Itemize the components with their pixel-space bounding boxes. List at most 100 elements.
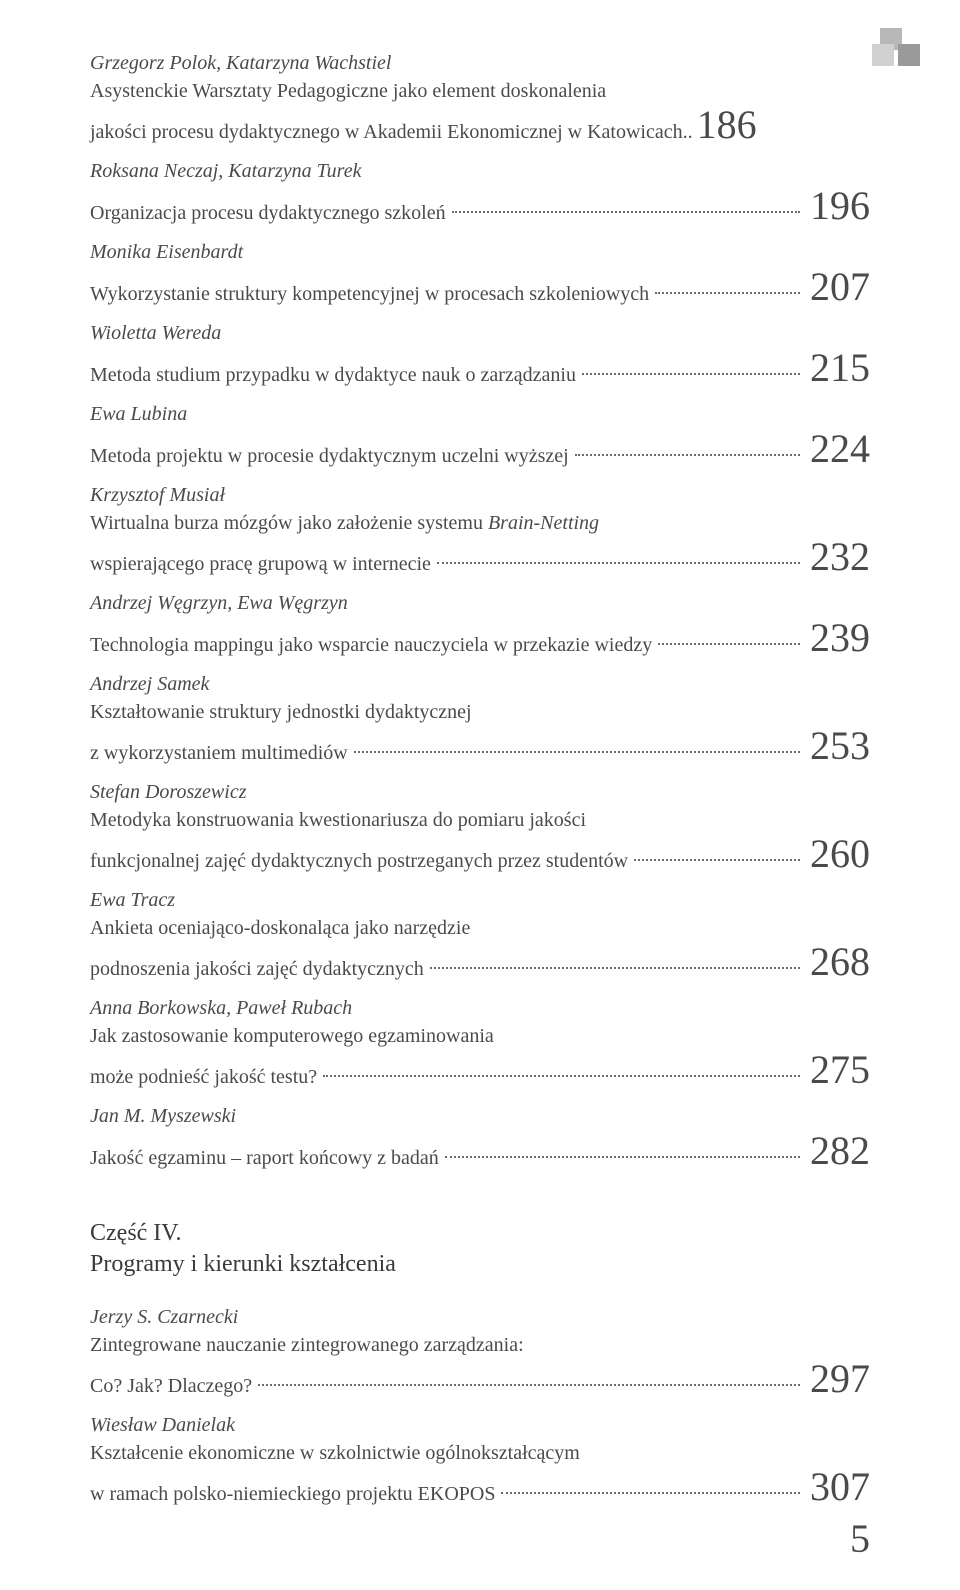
toc-page-number: 224 (806, 429, 870, 469)
toc-title-row: Jakość egzaminu – raport końcowy z badań… (90, 1131, 870, 1172)
toc-leaders (575, 454, 800, 456)
toc-page-number: 282 (806, 1131, 870, 1171)
toc-page-number: 186 (693, 105, 757, 145)
toc-title-row: w ramach polsko-niemieckiego projektu EK… (90, 1467, 870, 1508)
toc-leaders (452, 211, 800, 213)
toc-title-line: Ankieta oceniająco-doskonaląca jako narz… (90, 915, 870, 942)
toc-leaders (634, 859, 800, 861)
toc-page-number: 297 (806, 1359, 870, 1399)
toc-page-number: 268 (806, 942, 870, 982)
toc-entry: Stefan DoroszewiczMetodyka konstruowania… (90, 779, 870, 875)
toc-leaders (501, 1492, 800, 1494)
toc-author: Jan M. Myszewski (90, 1103, 870, 1129)
toc-author: Ewa Tracz (90, 887, 870, 913)
toc-author: Grzegorz Polok, Katarzyna Wachstiel (90, 50, 870, 76)
toc-title-line: Wirtualna burza mózgów jako założenie sy… (90, 510, 870, 537)
toc-title: w ramach polsko-niemieckiego projektu EK… (90, 1481, 495, 1508)
toc-title-row: Metoda studium przypadku w dydaktyce nau… (90, 348, 870, 389)
toc-leaders (437, 562, 800, 564)
toc-title-line: Kształcenie ekonomiczne w szkolnictwie o… (90, 1440, 870, 1467)
section-part: Część IV. (90, 1220, 870, 1247)
toc-title-line: Kształtowanie struktury jednostki dydakt… (90, 699, 870, 726)
toc-title-line: Zintegrowane nauczanie zintegrowanego za… (90, 1332, 870, 1359)
toc-leaders (354, 751, 800, 753)
toc-page-number: 275 (806, 1050, 870, 1090)
toc-author: Andrzej Węgrzyn, Ewa Węgrzyn (90, 590, 870, 616)
toc-leaders (655, 292, 800, 294)
toc-entry: Grzegorz Polok, Katarzyna WachstielAsyst… (90, 50, 870, 146)
toc-page-number: 239 (806, 618, 870, 658)
toc-trail: .. (683, 119, 693, 146)
toc-leaders (430, 967, 800, 969)
toc-entry: Andrzej SamekKształtowanie struktury jed… (90, 671, 870, 767)
toc-title: Wykorzystanie struktury kompetencyjnej w… (90, 281, 649, 308)
toc-title: Organizacja procesu dydaktycznego szkole… (90, 200, 446, 227)
toc-title: Co? Jak? Dlaczego? (90, 1373, 252, 1400)
toc-author: Wiesław Danielak (90, 1412, 870, 1438)
toc-title-row: Organizacja procesu dydaktycznego szkole… (90, 186, 870, 227)
toc-title: funkcjonalnej zajęć dydaktycznych postrz… (90, 848, 628, 875)
toc-page-number: 215 (806, 348, 870, 388)
toc-author: Ewa Lubina (90, 401, 870, 427)
toc-entry: Andrzej Węgrzyn, Ewa Węgrzyn Technologia … (90, 590, 870, 659)
toc-leaders (323, 1075, 800, 1077)
section-heading: Część IV. Programy i kierunki kształceni… (90, 1220, 870, 1278)
toc-entry: Krzysztof MusiałWirtualna burza mózgów j… (90, 482, 870, 578)
decoration-square (872, 44, 894, 66)
toc-entry: Ewa Lubina Metoda projektu w procesie dyd… (90, 401, 870, 470)
toc-title-line: Metodyka konstruowania kwestionariusza d… (90, 807, 870, 834)
toc-entry: Anna Borkowska, Paweł RubachJak zastosow… (90, 995, 870, 1091)
toc-title-row: Metoda projektu w procesie dydaktycznym … (90, 429, 870, 470)
toc-title-row: Wykorzystanie struktury kompetencyjnej w… (90, 267, 870, 308)
toc-page-number: 196 (806, 186, 870, 226)
toc-title-row: podnoszenia jakości zajęć dydaktycznych 2… (90, 942, 870, 983)
toc-title: Metoda projektu w procesie dydaktycznym … (90, 443, 569, 470)
toc-author: Andrzej Samek (90, 671, 870, 697)
toc-title: z wykorzystaniem multimediów (90, 740, 348, 767)
toc-title-row: Technologia mappingu jako wsparcie naucz… (90, 618, 870, 659)
decoration-square (898, 44, 920, 66)
toc-page-number: 260 (806, 834, 870, 874)
toc-author: Wioletta Wereda (90, 320, 870, 346)
toc-entry: Monika Eisenbardt Wykorzystanie struktury… (90, 239, 870, 308)
toc-entry: Wioletta Wereda Metoda studium przypadku … (90, 320, 870, 389)
toc-title-row: z wykorzystaniem multimediów 253 (90, 726, 870, 767)
toc-title: Metoda studium przypadku w dydaktyce nau… (90, 362, 576, 389)
toc-title-row: jakości procesu dydaktycznego w Akademii… (90, 105, 870, 146)
toc-author: Jerzy S. Czarnecki (90, 1304, 870, 1330)
toc-author: Stefan Doroszewicz (90, 779, 870, 805)
toc-list: Grzegorz Polok, Katarzyna WachstielAsyst… (90, 50, 870, 1172)
toc-page-number: 307 (806, 1467, 870, 1507)
toc-entry: Jan M. MyszewskiJakość egzaminu – raport… (90, 1103, 870, 1172)
toc-author: Krzysztof Musiał (90, 482, 870, 508)
toc-page-number: 232 (806, 537, 870, 577)
toc-page-number: 253 (806, 726, 870, 766)
toc-title: podnoszenia jakości zajęć dydaktycznych (90, 956, 424, 983)
toc-author: Anna Borkowska, Paweł Rubach (90, 995, 870, 1021)
toc-entry: Jerzy S. CzarneckiZintegrowane nauczanie… (90, 1304, 870, 1400)
toc-title-line: Asystenckie Warsztaty Pedagogiczne jako … (90, 78, 870, 105)
toc-title: może podnieść jakość testu? (90, 1064, 317, 1091)
toc-title-line: Jak zastosowanie komputerowego egzaminow… (90, 1023, 870, 1050)
toc-title-row: Co? Jak? Dlaczego? 297 (90, 1359, 870, 1400)
toc-entry: Wiesław DanielakKształcenie ekonomiczne … (90, 1412, 870, 1508)
toc-author: Monika Eisenbardt (90, 239, 870, 265)
toc-title: wspierającego pracę grupową w internecie (90, 551, 431, 578)
footer-page-number: 5 (850, 1515, 870, 1562)
section-title: Programy i kierunki kształcenia (90, 1251, 870, 1278)
toc-leaders (658, 643, 800, 645)
toc-title: Jakość egzaminu – raport końcowy z badań (90, 1145, 439, 1172)
toc-entry: Ewa TraczAnkieta oceniająco-doskonaląca … (90, 887, 870, 983)
toc-entry: Roksana Neczaj, Katarzyna Turek Organizac… (90, 158, 870, 227)
toc-leaders (258, 1384, 800, 1386)
toc-leaders (582, 373, 800, 375)
toc-leaders (445, 1156, 800, 1158)
toc-title-row: wspierającego pracę grupową w internecie… (90, 537, 870, 578)
toc-author: Roksana Neczaj, Katarzyna Turek (90, 158, 870, 184)
toc-page-number: 207 (806, 267, 870, 307)
toc-title: jakości procesu dydaktycznego w Akademii… (90, 119, 683, 146)
corner-decoration (860, 20, 920, 80)
toc-title-row: funkcjonalnej zajęć dydaktycznych postrz… (90, 834, 870, 875)
toc-list: Jerzy S. CzarneckiZintegrowane nauczanie… (90, 1304, 870, 1508)
toc-title: Technologia mappingu jako wsparcie naucz… (90, 632, 652, 659)
